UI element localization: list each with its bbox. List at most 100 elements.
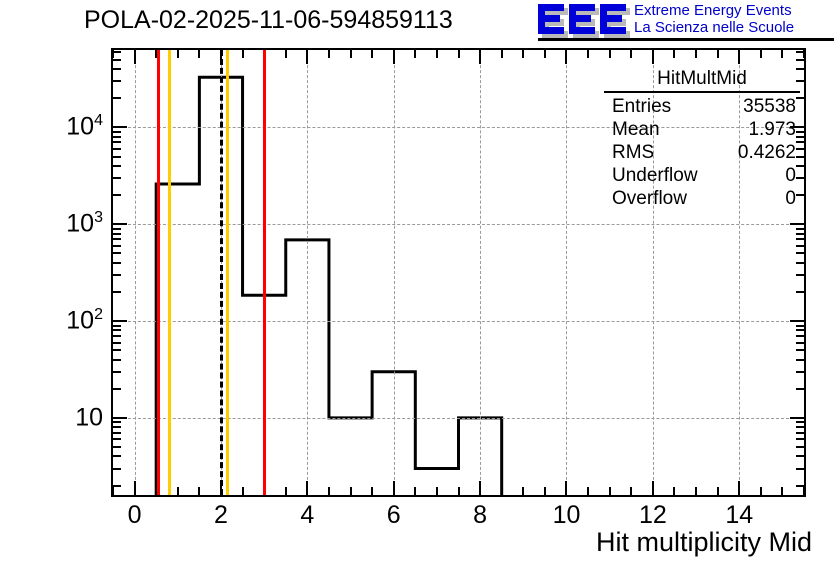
y-axis-tick [113, 320, 127, 323]
grid-line-horizontal [113, 127, 804, 129]
y-axis-tick [796, 349, 804, 352]
x-axis-tick [241, 50, 244, 58]
x-axis-tick [716, 487, 719, 495]
y-axis-tick [113, 324, 121, 327]
stats-row-value: 0 [785, 165, 796, 186]
y-axis-tick [796, 141, 804, 144]
eee-letter-3-icon [600, 4, 630, 38]
y-axis-tick [796, 358, 804, 361]
y-axis-tick [796, 484, 804, 487]
y-axis-tick [113, 455, 121, 458]
x-axis-tick [651, 481, 654, 495]
x-axis-tick [565, 481, 568, 495]
y-axis-tick [113, 194, 121, 197]
eee-logo-mark [538, 4, 630, 38]
x-axis-tick [630, 50, 633, 58]
y-axis-tick [113, 51, 121, 54]
y-axis-tick [796, 467, 804, 470]
x-axis-tick [608, 50, 611, 58]
y-axis-tick [113, 431, 121, 434]
y-axis-tick [113, 177, 121, 180]
y-axis-tick [796, 273, 804, 276]
y-axis-tick [113, 80, 121, 83]
stats-row: Underflow 0 [604, 164, 800, 187]
x-axis-tick [371, 50, 374, 58]
y-axis-tick [796, 155, 804, 158]
grid-line-vertical [307, 50, 309, 495]
x-axis-tick [479, 481, 482, 495]
y-axis-tick [796, 329, 804, 332]
x-axis-tick [457, 487, 460, 495]
x-tick-label: 12 [638, 501, 667, 529]
y-axis-tick [796, 51, 804, 54]
grid-line-vertical [566, 50, 568, 495]
y-axis-tick [796, 446, 804, 449]
y-axis-tick [113, 244, 121, 247]
y-axis-tick [113, 97, 121, 100]
y-axis-tick [113, 426, 121, 429]
x-axis-tick [435, 487, 438, 495]
stats-row-key: Entries [612, 96, 672, 117]
x-tick-label: 0 [127, 501, 142, 529]
y-axis-tick [796, 177, 804, 180]
y-axis-tick [796, 194, 804, 197]
marker-line-mean-dashed [219, 50, 223, 495]
x-axis-tick [327, 487, 330, 495]
x-axis-tick [587, 50, 590, 58]
page-title: POLA-02-2025-11-06-594859113 [84, 6, 453, 34]
marker-line-high-orange-cut [225, 50, 229, 495]
x-axis-tick [371, 487, 374, 495]
stats-row: RMS 0.4262 [604, 141, 800, 164]
x-tick-label: 4 [300, 501, 315, 529]
plot-area [113, 50, 804, 495]
y-axis-tick [113, 421, 121, 424]
stats-row-value: 0 [785, 188, 796, 209]
x-axis-tick [457, 50, 460, 58]
y-axis-tick [113, 68, 121, 71]
x-axis-tick [759, 487, 762, 495]
y-axis-tick [796, 335, 804, 338]
x-axis-tick [759, 50, 762, 58]
y-axis-tick [113, 290, 121, 293]
x-axis-tick [673, 487, 676, 495]
x-axis-tick [565, 50, 568, 64]
stats-row-value: 0.4262 [737, 142, 796, 163]
x-axis-tick [803, 487, 804, 495]
x-tick-label: 14 [725, 501, 754, 529]
x-axis-tick [155, 487, 158, 495]
x-axis-tick [176, 487, 179, 495]
y-axis-tick [796, 97, 804, 100]
x-axis-tick [803, 50, 804, 58]
x-axis-tick [738, 50, 741, 64]
y-axis-tick [113, 155, 121, 158]
x-axis-tick [198, 50, 201, 58]
y-axis-tick [796, 135, 804, 138]
x-axis-tick [306, 50, 309, 64]
grid-line-vertical [739, 50, 741, 495]
y-axis-tick [796, 421, 804, 424]
y-axis-tick [796, 438, 804, 441]
y-axis-tick [796, 58, 804, 61]
y-axis-tick [113, 223, 127, 226]
y-axis-tick [796, 387, 804, 390]
x-axis-tick [781, 487, 784, 495]
x-axis-tick [284, 487, 287, 495]
y-axis-tick [113, 370, 121, 373]
grid-line-vertical [480, 50, 482, 495]
y-axis-tick [796, 130, 804, 133]
y-axis-tick [796, 370, 804, 373]
y-tick-label: 103 [66, 209, 103, 238]
x-axis-tick [608, 487, 611, 495]
y-axis-tick [796, 147, 804, 150]
x-axis-tick [327, 50, 330, 58]
stats-box-rows: Entries 35538 Mean 1.973 RMS 0.4262 Underflow 0… [604, 95, 800, 210]
y-axis-tick [790, 320, 804, 323]
x-axis-tick [716, 50, 719, 58]
x-axis-tick [630, 487, 633, 495]
y-axis-tick [796, 324, 804, 327]
y-axis-tick [113, 252, 121, 255]
stats-row-key: Mean [612, 119, 660, 140]
x-axis-tick [198, 487, 201, 495]
x-axis-tick [392, 50, 395, 64]
